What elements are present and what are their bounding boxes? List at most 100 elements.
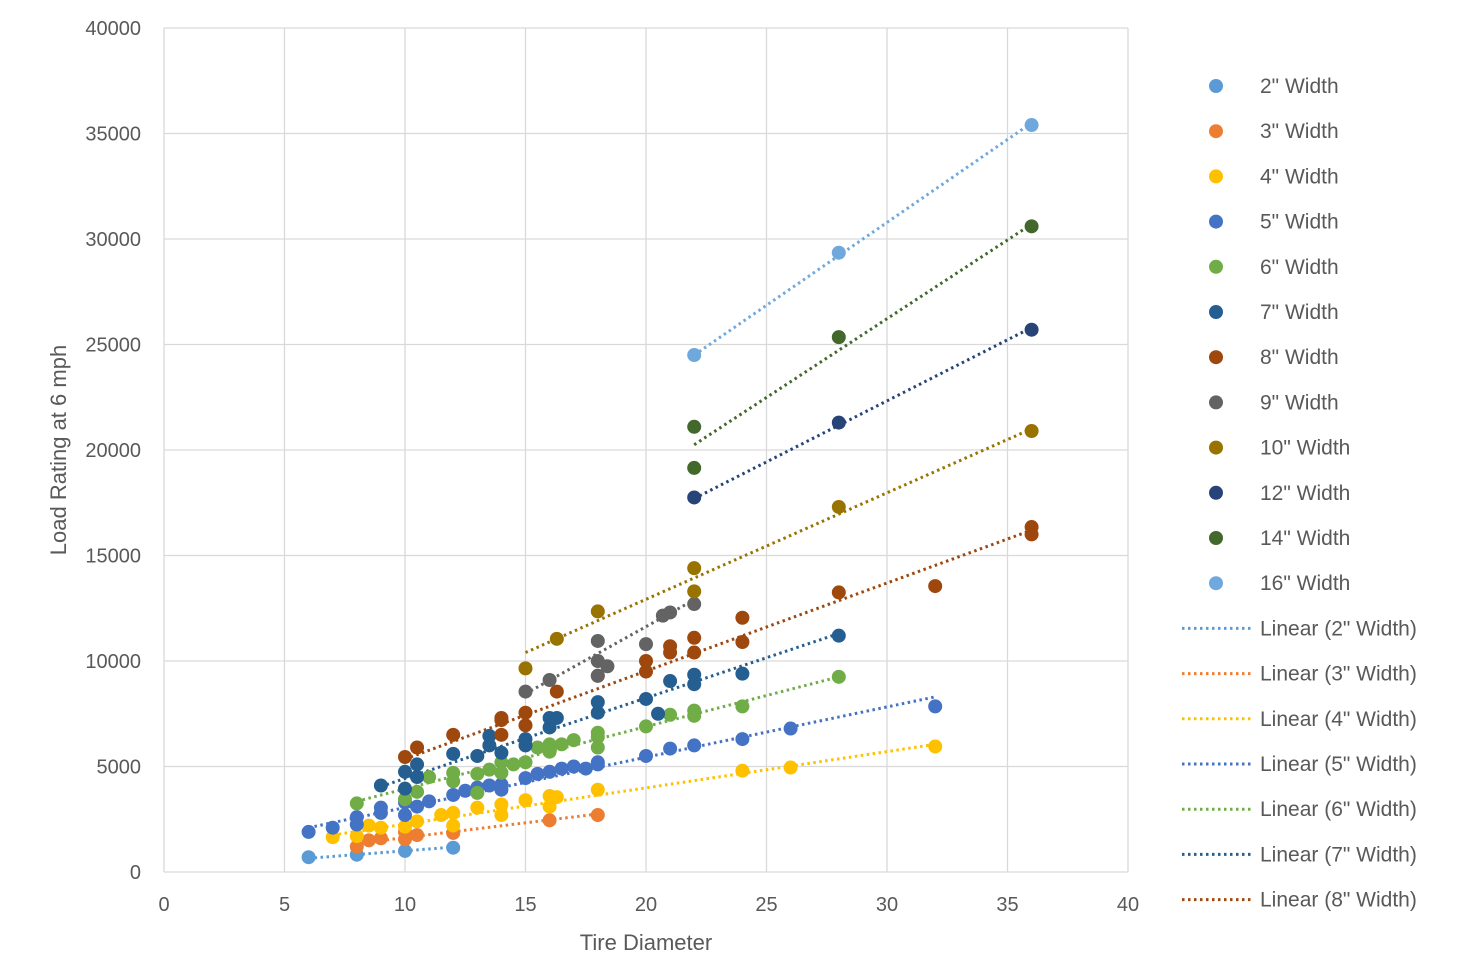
data-point [928, 699, 943, 714]
y-tick-label: 35000 [85, 124, 141, 146]
data-point [494, 777, 509, 792]
data-point [554, 761, 569, 776]
x-tick-label: 25 [755, 894, 777, 916]
data-point [446, 805, 461, 820]
trendline-2 [356, 812, 598, 846]
legend-label: 9" Width [1260, 391, 1339, 414]
data-point [410, 784, 425, 799]
legend-label: Linear (7" Width) [1260, 843, 1417, 866]
data-point [663, 707, 678, 722]
legend-marker [1209, 214, 1223, 229]
data-point [687, 667, 702, 682]
data-point [373, 778, 388, 793]
data-point [600, 659, 615, 674]
data-point [494, 808, 509, 823]
data-point [398, 764, 412, 779]
data-point [446, 765, 461, 780]
data-point [1024, 424, 1039, 439]
legend: 2" Width 3" Width 4" Width 5" Width 6" Width… [1182, 75, 1417, 912]
x-tick-label: 0 [158, 894, 169, 916]
data-point [590, 740, 605, 755]
y-tick-label: 20000 [85, 440, 141, 462]
data-point [373, 820, 388, 835]
data-point [831, 628, 846, 643]
data-point [410, 814, 425, 829]
legend-label: Linear (3" Width) [1260, 663, 1417, 686]
data-point [549, 790, 564, 805]
x-tick-label: 5 [279, 894, 290, 916]
data-point [831, 415, 846, 430]
data-point [590, 705, 605, 720]
data-point [639, 654, 653, 668]
data-point [422, 770, 437, 785]
data-point [530, 740, 545, 755]
data-point [1024, 118, 1039, 133]
legend-label: 16" Width [1260, 572, 1350, 595]
data-point [470, 766, 485, 781]
data-point [831, 245, 846, 260]
data-point [735, 666, 750, 681]
data-point [566, 759, 581, 774]
data-point [398, 843, 412, 858]
data-point [639, 691, 653, 706]
data-point [578, 761, 593, 776]
data-point [518, 718, 533, 733]
data-point [398, 792, 412, 807]
data-point [349, 810, 364, 825]
data-point [446, 840, 461, 855]
data-point [590, 633, 605, 648]
data-point [663, 674, 678, 689]
trendline-9 [524, 427, 1033, 654]
y-tick-label: 0 [130, 862, 141, 884]
data-point [590, 755, 605, 770]
data-point [651, 706, 666, 721]
legend-marker [1209, 79, 1223, 93]
data-point [494, 765, 509, 780]
data-point [928, 579, 943, 594]
data-point [398, 750, 412, 765]
data-point [928, 739, 943, 754]
x-axis-title: Tire Diameter [580, 930, 712, 955]
data-point [301, 850, 316, 865]
data-point [687, 419, 702, 434]
legend-marker [1209, 576, 1223, 591]
data-point [554, 737, 569, 752]
data-point [687, 561, 702, 576]
data-point [783, 721, 798, 736]
data-point [373, 800, 388, 815]
data-point [398, 808, 412, 823]
legend-marker [1209, 124, 1223, 139]
legend-label: 4" Width [1260, 165, 1339, 188]
legend-label: 6" Width [1260, 256, 1339, 279]
legend-marker [1209, 531, 1223, 545]
data-point [349, 796, 364, 811]
data-point [831, 330, 846, 345]
data-point [482, 762, 497, 777]
data-point [301, 824, 316, 839]
trendline-10 [693, 326, 1033, 500]
trendline-4 [308, 695, 936, 830]
data-point [470, 748, 485, 763]
data-point [735, 610, 750, 625]
data-point [735, 763, 750, 778]
data-point [590, 695, 605, 710]
y-tick-label: 30000 [85, 229, 141, 251]
data-point [542, 813, 557, 828]
data-point [663, 639, 678, 654]
data-point [687, 460, 702, 475]
data-point [398, 781, 412, 796]
data-point [325, 820, 340, 835]
data-point [687, 645, 702, 660]
x-tick-label: 35 [996, 894, 1018, 916]
legend-marker [1209, 350, 1223, 365]
data-point [361, 833, 376, 848]
trendline-1 [308, 845, 454, 860]
legend-label: 8" Width [1260, 346, 1339, 369]
legend-marker [1209, 440, 1223, 455]
data-point [349, 839, 364, 854]
data-point [506, 757, 521, 772]
legend-label: 12" Width [1260, 482, 1350, 505]
data-point [639, 748, 653, 763]
data-point [639, 637, 653, 652]
legend-label: 14" Width [1260, 527, 1350, 550]
